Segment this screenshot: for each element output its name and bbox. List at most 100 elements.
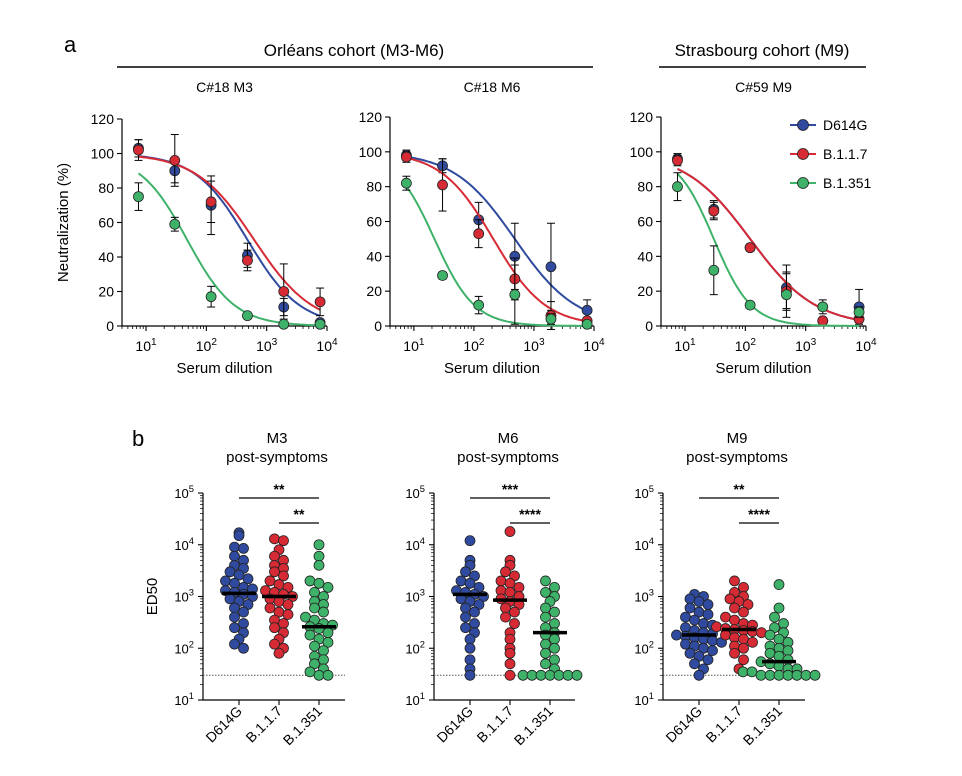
data-point-B.1.351 bbox=[708, 264, 720, 276]
data-point-B.1.351 bbox=[313, 539, 325, 551]
data-point-D614G bbox=[238, 618, 249, 629]
significance-label: *** bbox=[502, 481, 519, 497]
data-point-B.1.351 bbox=[746, 666, 758, 678]
data-point-B.1.351 bbox=[791, 669, 803, 681]
data-point-B.1.351 bbox=[313, 559, 325, 571]
data-point-B.1.351 bbox=[545, 313, 557, 325]
data-point-D614G bbox=[233, 530, 245, 542]
y-tick-label: 60 bbox=[98, 215, 114, 231]
data-point-B.1.351 bbox=[549, 581, 560, 593]
data-point-B.1.1.7 bbox=[711, 621, 722, 633]
x-tick-label: D614G bbox=[662, 703, 705, 746]
data-point-B.1.1.7 bbox=[133, 144, 144, 156]
data-point-B.1.1.7 bbox=[738, 642, 749, 654]
data-point-D614G bbox=[220, 575, 231, 587]
data-point-D614G bbox=[469, 606, 480, 618]
data-point-B.1.351 bbox=[313, 550, 325, 562]
data-point-B.1.351 bbox=[309, 640, 320, 652]
data-point-B.1.351 bbox=[437, 270, 448, 281]
data-point-D614G bbox=[229, 611, 240, 623]
y-tick-label: 20 bbox=[637, 283, 653, 299]
data-point-B.1.351 bbox=[278, 318, 290, 330]
data-point-D614G bbox=[707, 645, 718, 657]
data-point-B.1.1.7 bbox=[738, 581, 749, 593]
curve-panel-1: C#18 M3 0 20 40 60 80 100 120 101 102 103 104 Serum … bbox=[55, 79, 338, 377]
data-point-B.1.351 bbox=[549, 618, 560, 629]
x-tick-label: B.1.351 bbox=[740, 703, 786, 749]
data-point-B.1.351 bbox=[744, 299, 756, 311]
data-point-B.1.1.7 bbox=[504, 577, 516, 589]
significance-label: **** bbox=[748, 506, 770, 522]
y-tick-label: 100 bbox=[359, 144, 383, 160]
ed50-panel-1: M3post-symptoms101102103104105ED50D614GB… bbox=[144, 430, 345, 748]
data-point-B.1.351 bbox=[318, 606, 329, 618]
data-point-B.1.351 bbox=[242, 310, 253, 322]
data-point-B.1.1.7 bbox=[242, 255, 253, 266]
y-tick-label: 100 bbox=[91, 146, 115, 162]
data-point-D614G bbox=[238, 606, 249, 618]
panel-letter-b: b bbox=[132, 426, 144, 451]
legend-marker-circle-icon bbox=[797, 177, 809, 189]
data-point-D614G bbox=[242, 573, 254, 585]
data-point-B.1.1.7 bbox=[729, 647, 740, 659]
data-point-B.1.1.7 bbox=[729, 614, 740, 626]
data-point-B.1.351 bbox=[800, 669, 812, 681]
data-point-B.1.351 bbox=[773, 633, 785, 645]
data-point-D614G bbox=[702, 599, 714, 610]
data-point-D614G bbox=[224, 566, 236, 578]
panel-letter-a: a bbox=[64, 32, 77, 57]
data-point-D614G bbox=[464, 669, 476, 681]
significance-label: ** bbox=[274, 481, 285, 497]
y-tick-label: 102 bbox=[634, 639, 654, 656]
fit-line-B.1.1.7 bbox=[677, 168, 860, 321]
data-point-D614G bbox=[460, 602, 471, 614]
y-tick-label: 0 bbox=[106, 318, 114, 334]
data-point-B.1.1.7 bbox=[205, 196, 217, 208]
data-point-B.1.351 bbox=[473, 299, 485, 311]
data-point-B.1.351 bbox=[309, 658, 320, 670]
data-point-B.1.351 bbox=[778, 618, 789, 629]
data-point-D614G bbox=[702, 654, 714, 666]
fit-line-B.1.351 bbox=[137, 172, 321, 327]
data-point-B.1.351 bbox=[309, 587, 320, 598]
data-point-D614G bbox=[581, 304, 593, 316]
ed50-panel-3: M9 post-symptoms 101 102 103 104 105 D614GB.1.1… bbox=[634, 430, 821, 749]
y-tick-label: 80 bbox=[637, 179, 653, 195]
data-point-B.1.351 bbox=[549, 642, 560, 654]
x-tick-label: 104 bbox=[316, 337, 338, 354]
data-point-D614G bbox=[684, 602, 696, 614]
data-point-B.1.1.7 bbox=[744, 242, 756, 254]
legend: D614G B.1.1.7 B.1.351 bbox=[790, 117, 871, 191]
legend-marker-circle-icon bbox=[797, 119, 809, 131]
data-point-B.1.1.7 bbox=[509, 618, 520, 629]
data-point-B.1.1.7 bbox=[269, 550, 280, 562]
data-point-D614G bbox=[229, 602, 240, 614]
data-point-D614G bbox=[229, 577, 240, 589]
x-tick-label: B.1.1.7 bbox=[702, 703, 745, 746]
data-point-D614G bbox=[684, 647, 696, 659]
legend-label: D614G bbox=[823, 117, 867, 133]
data-point-D614G bbox=[460, 566, 471, 578]
data-point-D614G bbox=[229, 638, 240, 650]
data-point-D614G bbox=[464, 577, 476, 589]
data-point-D614G bbox=[698, 618, 709, 629]
data-point-B.1.351 bbox=[540, 602, 551, 614]
data-point-B.1.351 bbox=[764, 647, 776, 659]
data-point-B.1.351 bbox=[781, 289, 792, 301]
data-point-B.1.1.7 bbox=[504, 587, 516, 598]
data-point-B.1.351 bbox=[313, 577, 325, 589]
legend-label: B.1.351 bbox=[823, 175, 871, 191]
data-point-B.1.351 bbox=[304, 629, 316, 641]
y-tick-label: 103 bbox=[634, 588, 654, 605]
x-tick-label: 101 bbox=[674, 337, 696, 354]
data-point-B.1.351 bbox=[309, 602, 320, 614]
panel-title-line: M9 bbox=[727, 430, 748, 447]
y-tick-label: 104 bbox=[405, 536, 425, 553]
y-tick-label: 0 bbox=[374, 318, 382, 334]
data-point-B.1.351 bbox=[764, 629, 776, 641]
y-tick-label: 40 bbox=[366, 248, 382, 264]
data-point-B.1.351 bbox=[773, 669, 785, 681]
panel-title: C#18 M3 bbox=[196, 79, 253, 95]
data-point-B.1.351 bbox=[540, 575, 551, 587]
